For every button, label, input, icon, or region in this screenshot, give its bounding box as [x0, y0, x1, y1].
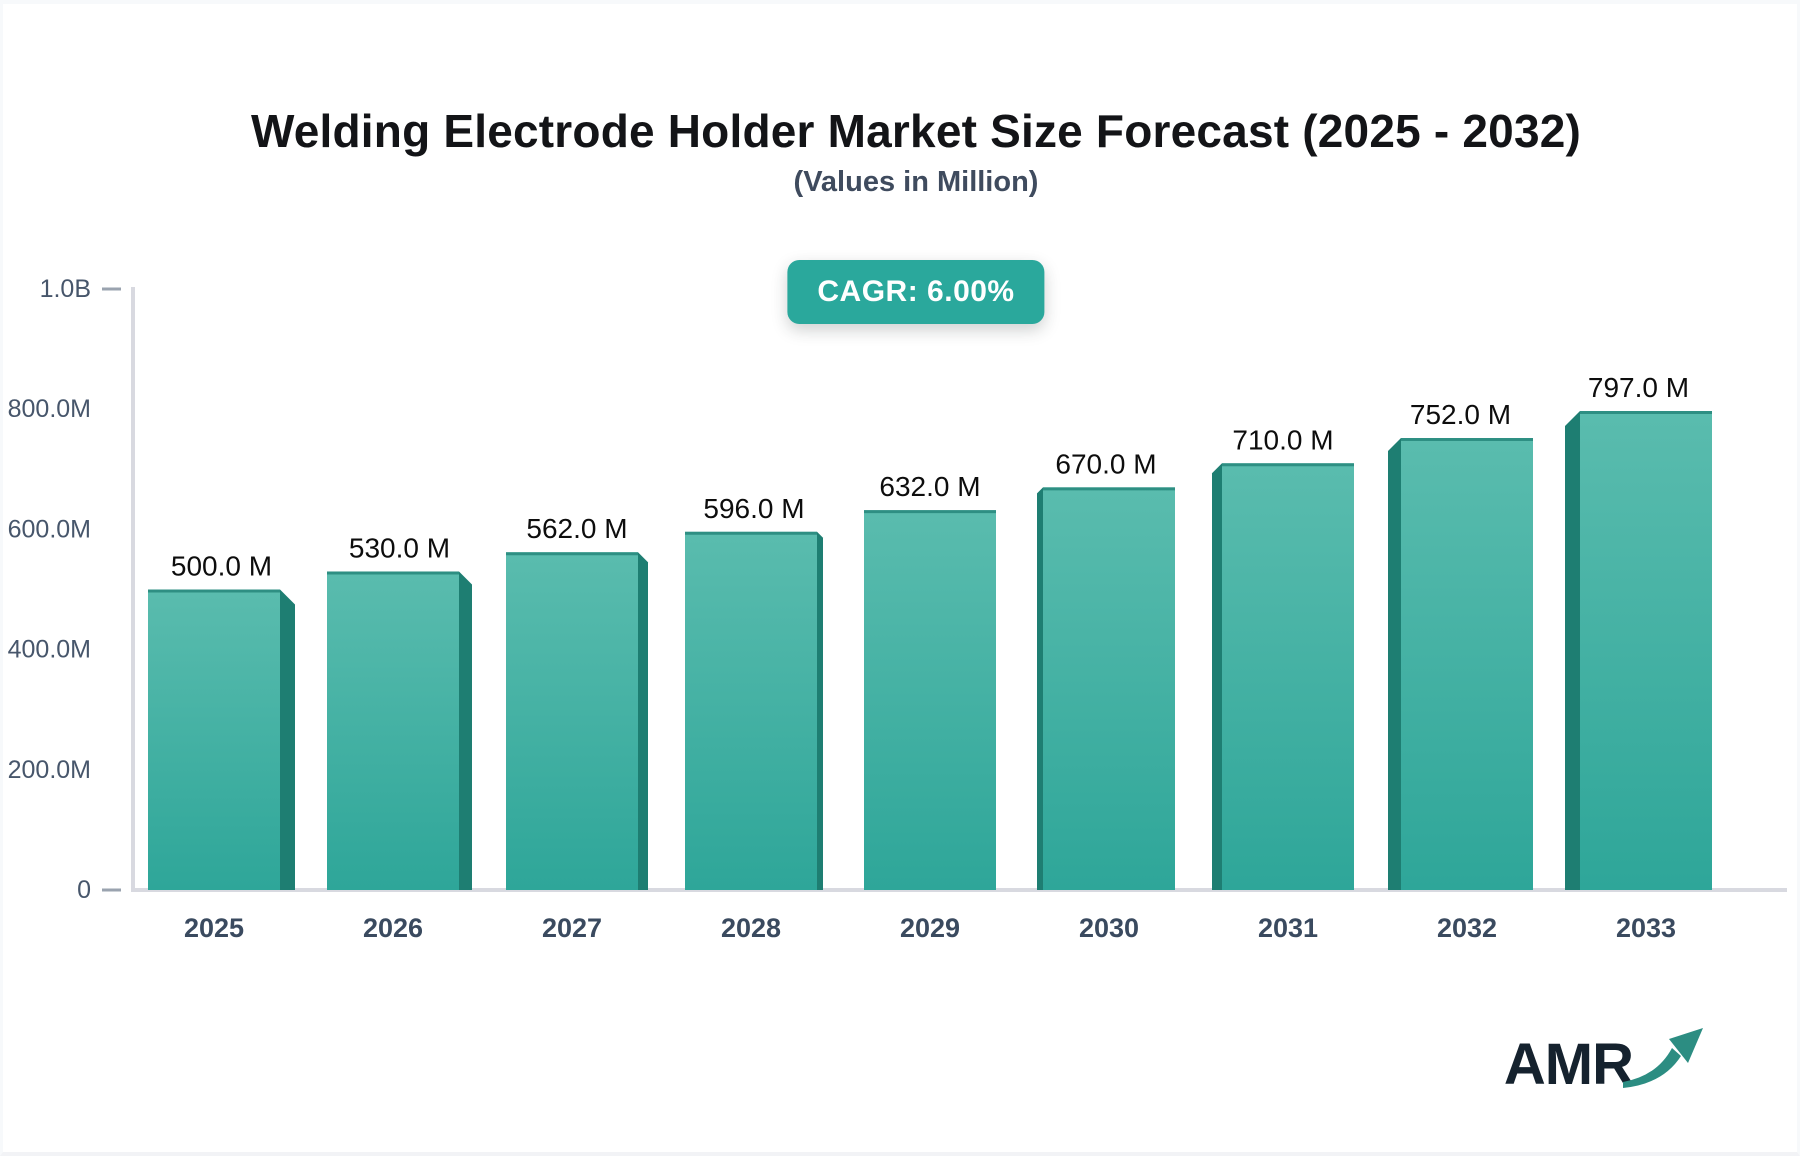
bar-2033-side-face — [1565, 411, 1580, 890]
y-axis-label: 600.0M — [8, 515, 91, 543]
x-axis-label: 2027 — [542, 913, 602, 943]
bar-2028-side-face — [817, 531, 823, 890]
logo-text: AMR — [1503, 1032, 1634, 1097]
bar-2026[interactable] — [327, 571, 459, 890]
bar-value-label: 596.0 M — [703, 493, 804, 524]
bar-value-label: 797.0 M — [1588, 372, 1689, 403]
bar-2031[interactable] — [1222, 463, 1354, 890]
bar-value-label: 670.0 M — [1055, 448, 1156, 479]
brand-logo: AMR — [1503, 1028, 1705, 1098]
bar-value-label: 530.0 M — [349, 532, 450, 563]
x-axis-label: 2033 — [1616, 913, 1676, 943]
bar-value-label: 752.0 M — [1410, 399, 1511, 430]
x-axis-label: 2032 — [1437, 913, 1497, 943]
y-axis-label: 400.0M — [8, 636, 91, 664]
bar-2029[interactable] — [864, 510, 996, 890]
bar-2033[interactable] — [1580, 411, 1712, 890]
y-tick — [102, 888, 121, 892]
x-axis-label: 2029 — [900, 913, 960, 943]
chart-subtitle: (Values in Million) — [793, 166, 1039, 198]
bar-2030-side-face — [1037, 487, 1043, 890]
y-axis-label: 1.0B — [40, 275, 91, 303]
x-axis-label: 2031 — [1258, 913, 1318, 943]
x-axis-label: 2026 — [363, 913, 423, 943]
x-axis-label: 2028 — [721, 913, 781, 943]
bar-2027[interactable] — [506, 552, 638, 890]
bar-2028[interactable] — [685, 531, 817, 890]
y-axis-label: 800.0M — [8, 395, 91, 423]
bar-2026-side-face — [459, 571, 472, 890]
y-tick — [102, 287, 121, 291]
y-axis-label: 0 — [77, 876, 91, 904]
bar-2030[interactable] — [1043, 487, 1175, 890]
bar-value-label: 632.0 M — [879, 471, 980, 502]
trend-arrow-icon — [1623, 1028, 1703, 1088]
bar-chart: 0 200.0M 400.0M 600.0M 800.0M 1.0B 500.0 M 2025… — [8, 275, 1787, 943]
bar-value-label: 710.0 M — [1232, 424, 1333, 455]
y-axis-label: 200.0M — [8, 756, 91, 784]
bar-value-label: 500.0 M — [171, 551, 272, 582]
bar-2031-side-face — [1212, 463, 1222, 890]
bar-2032-side-face — [1388, 438, 1401, 890]
bar-value-label: 562.0 M — [526, 513, 627, 544]
bar-2027-side-face — [638, 552, 648, 890]
bar-2025-side-face — [280, 589, 295, 890]
x-axis-label: 2030 — [1079, 913, 1139, 943]
cagr-badge: CAGR: 6.00% — [787, 260, 1045, 324]
bar-2025[interactable] — [148, 589, 280, 891]
y-axis-line — [131, 287, 135, 892]
bar-2032[interactable] — [1401, 438, 1533, 890]
x-axis-label: 2025 — [184, 913, 244, 943]
page-title: Welding Electrode Holder Market Size For… — [250, 105, 1582, 157]
